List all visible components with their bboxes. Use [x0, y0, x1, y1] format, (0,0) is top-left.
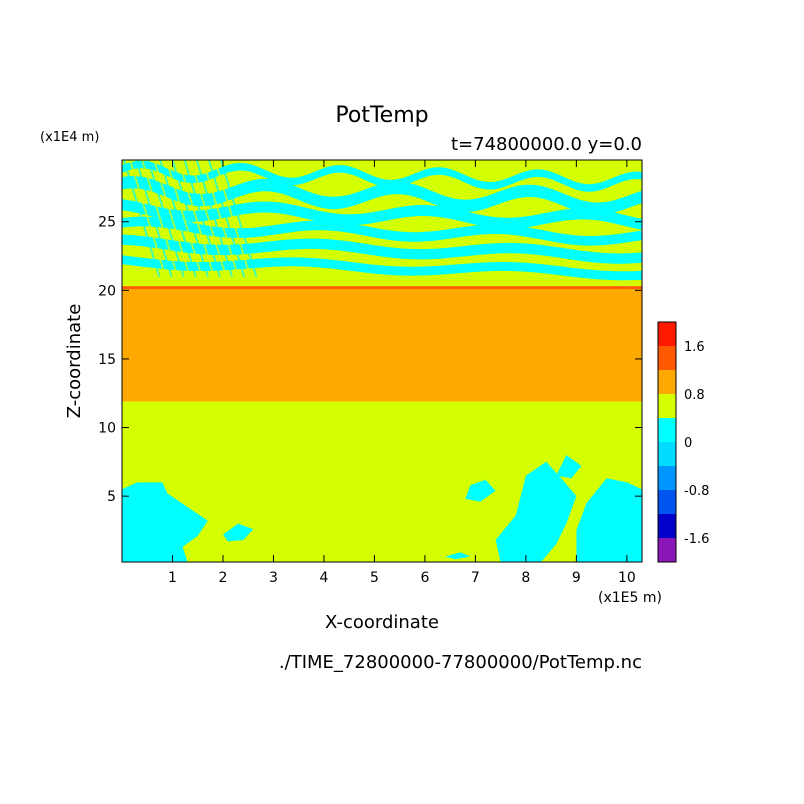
y-tick-label: 25 — [98, 215, 116, 231]
field-band — [122, 176, 642, 215]
chart-title: PotTemp — [335, 103, 428, 128]
field-striation — [171, 160, 209, 277]
field-blob — [465, 479, 496, 502]
field-band — [122, 216, 642, 246]
colorbar-swatch — [658, 538, 676, 562]
field-striation — [147, 160, 185, 277]
field-striation — [177, 160, 215, 277]
field-interface-line — [122, 286, 642, 289]
field-striation — [207, 160, 246, 277]
field-blob — [495, 461, 577, 562]
colorbar-tick-label: 0.8 — [684, 388, 705, 403]
colorbar-tick-label: -0.8 — [684, 484, 709, 499]
colorbar-swatch — [658, 466, 676, 490]
field-striation — [219, 160, 258, 277]
field-blob — [445, 552, 471, 560]
plot-field — [122, 160, 642, 562]
field-striation — [141, 160, 179, 277]
colorbar: 1.6 0.8 0 -0.8 -1.6 — [657, 321, 709, 563]
field-blob — [556, 455, 582, 479]
field-striation — [129, 160, 167, 277]
y-axis: 5 10 15 20 25 — [98, 215, 642, 505]
field-striation — [159, 160, 197, 277]
source-file-label: ./TIME_72800000-77800000/PotTemp.nc — [279, 652, 642, 673]
colorbar-swatch — [658, 490, 676, 514]
x-tick-label: 5 — [370, 570, 379, 586]
field-striation — [183, 160, 221, 277]
x-tick-label: 9 — [572, 570, 581, 586]
colorbar-frame — [657, 321, 677, 563]
x-unit-label: (x1E5 m) — [598, 590, 662, 606]
field-striation — [165, 160, 203, 277]
x-tick-label: 2 — [219, 570, 228, 586]
field-striation — [153, 160, 191, 277]
field-layer — [122, 288, 642, 402]
colorbar-swatch — [658, 442, 676, 466]
field-band — [122, 160, 642, 192]
plot-frame — [121, 159, 643, 563]
colorbar-swatch — [658, 418, 676, 442]
field-blob — [223, 523, 254, 542]
x-tick-label: 3 — [269, 570, 278, 586]
y-tick-label: 15 — [98, 352, 116, 368]
field-band — [122, 234, 642, 264]
field-blob — [576, 478, 642, 562]
field-striation — [195, 160, 234, 277]
x-tick-label: 10 — [618, 570, 636, 586]
field-striation — [213, 160, 252, 277]
y-tick-label: 20 — [98, 283, 116, 299]
field-striation — [135, 160, 173, 277]
colorbar-swatch — [658, 322, 676, 346]
x-tick-label: 1 — [168, 570, 177, 586]
y-tick-label: 10 — [98, 421, 116, 437]
colorbar-tick-label: -1.6 — [684, 532, 709, 547]
x-tick-label: 7 — [471, 570, 480, 586]
field-striation — [189, 160, 227, 277]
colorbar-tick-label: 0 — [684, 436, 692, 451]
chart-subtitle: t=74800000.0 y=0.0 — [451, 134, 642, 155]
x-tick-label: 8 — [521, 570, 530, 586]
colorbar-swatch — [658, 394, 676, 418]
y-axis-label: Z-coordinate — [64, 304, 85, 419]
colorbar-swatch — [658, 346, 676, 370]
x-tick-label: 6 — [420, 570, 429, 586]
field-striation — [123, 160, 161, 277]
field-striation — [201, 160, 240, 277]
colorbar-swatch — [658, 370, 676, 394]
colorbar-tick-label: 1.6 — [684, 340, 705, 355]
x-axis-label: X-coordinate — [325, 612, 439, 633]
x-tick-label: 4 — [319, 570, 328, 586]
field-band — [122, 199, 642, 230]
x-axis: 1 2 3 4 5 6 7 8 9 10 — [168, 160, 636, 586]
y-unit-label: (x1E4 m) — [40, 130, 99, 145]
y-tick-label: 5 — [107, 489, 116, 505]
colorbar-swatch — [658, 514, 676, 538]
field-blob — [122, 482, 208, 562]
